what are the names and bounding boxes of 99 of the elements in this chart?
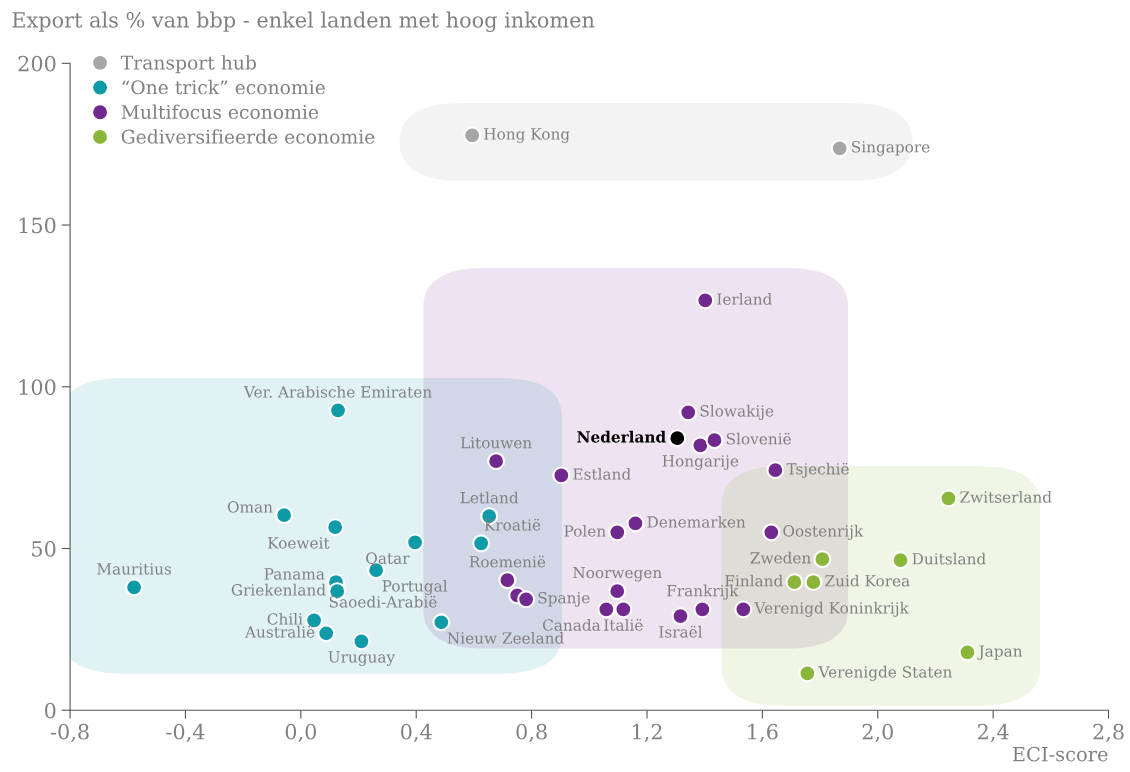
point (939, 489, 958, 508)
point (679, 403, 698, 422)
annotation: Zweden (750, 551, 811, 564)
point (762, 523, 781, 542)
annotation: Denemarken (647, 515, 746, 528)
annotation: Australië (244, 625, 315, 638)
annotation: Slovenië (726, 432, 791, 445)
annotation: Oostenrijk (783, 524, 864, 540)
point (463, 126, 482, 145)
point (798, 664, 817, 683)
annotation: Kroatië (484, 518, 541, 531)
annotation: Verenigd Koninkrijk (754, 601, 909, 617)
annotation: Letland (460, 491, 519, 504)
annotation: Duitsland (912, 552, 986, 565)
x-tick-label: 1,6 (748, 723, 778, 743)
point (472, 534, 491, 553)
annotation: Spanje (538, 591, 590, 607)
annotation: Italië (604, 618, 643, 631)
annotation: Mauritius (97, 563, 172, 575)
point (275, 506, 294, 525)
point (766, 461, 785, 480)
annotation: Uruguay (328, 651, 396, 666)
x-axis-title: ECI-score (1012, 746, 1108, 762)
point (406, 533, 425, 552)
annotation: Canada (542, 619, 601, 631)
point (705, 431, 724, 450)
point (498, 571, 517, 590)
annotation: Israël (659, 625, 703, 638)
x-tick-label: 0,8 (516, 723, 547, 743)
annotation: Roemenië (469, 555, 546, 568)
point (326, 518, 345, 537)
annotation: Saoedi-Arabië (329, 595, 437, 608)
annotation: Singapore (852, 141, 930, 156)
annotation: Verenigde Staten (818, 665, 952, 681)
legend-label: Multifocus economie (121, 104, 319, 120)
point (830, 139, 849, 158)
point (671, 607, 690, 626)
y-axis-title: Export als % van bbp - enkel landen met hoog inkomen (12, 11, 595, 33)
point (487, 452, 506, 471)
point (696, 291, 715, 310)
annotation: Portugal (382, 579, 448, 595)
y-tick-label: 150 (19, 217, 56, 234)
annotation: Polen (564, 524, 606, 537)
point (691, 436, 710, 455)
legend-label: “One trick” economie (122, 79, 325, 95)
annotation: Ierland (717, 293, 772, 305)
point (317, 624, 336, 643)
annotation: Koeweit (268, 537, 330, 549)
annotation: Slowakije (700, 404, 774, 420)
point (813, 550, 832, 569)
annotation: Litouwen (460, 437, 532, 449)
point (693, 600, 712, 619)
point (626, 514, 645, 533)
point (517, 590, 536, 609)
annotation: Hong Kong (484, 128, 570, 143)
annotation: Chili (267, 612, 303, 625)
point (608, 582, 627, 601)
annotation: Ver. Arabische Emiraten (243, 385, 432, 398)
point (734, 600, 753, 619)
point (552, 466, 571, 485)
annotation: Noorwegen (573, 566, 662, 582)
x-tick-label: 0,4 (401, 723, 432, 743)
y-tick-label: 50 (32, 540, 56, 557)
x-tick-label: -0,8 (50, 723, 89, 743)
point (352, 632, 371, 651)
legend-label: Gediversifieerde economie (121, 129, 375, 144)
x-tick-label: 2,8 (1093, 723, 1124, 743)
annotation: Qatar (366, 552, 410, 567)
annotation: Zuid Korea (825, 574, 910, 587)
annotation: Griekenland (231, 583, 326, 596)
point (125, 578, 144, 597)
annotation: Zwitserland (960, 490, 1052, 503)
point (329, 401, 347, 420)
x-tick-label: 2,0 (862, 723, 893, 743)
point (785, 573, 804, 592)
x-tick-label: -0,4 (166, 723, 205, 743)
y-tick-label: 0 (44, 702, 56, 719)
x-tick-label: 2,4 (977, 723, 1009, 743)
legend-label: Transport hub (120, 55, 256, 74)
annotation: Nederland (577, 430, 666, 443)
point (432, 613, 451, 632)
y-tick-label: 100 (19, 379, 56, 395)
x-tick-label: 1,2 (632, 723, 662, 743)
x-tick-label: 0,0 (285, 723, 317, 743)
point (668, 429, 687, 448)
annotation: Panama (264, 568, 325, 580)
annotation: Nieuw Zeeland (447, 631, 564, 644)
y-tick-label: 200 (18, 55, 56, 72)
point (614, 600, 633, 619)
point (608, 523, 627, 542)
annotation: Tsjechië (786, 462, 849, 478)
point (891, 551, 910, 570)
point (958, 643, 977, 662)
annotation: Estland (573, 468, 631, 480)
point (597, 600, 616, 619)
annotation: Oman (227, 501, 273, 513)
annotation: Japan (977, 645, 1023, 660)
point (804, 573, 823, 592)
annotation: Hongarije (662, 455, 739, 470)
